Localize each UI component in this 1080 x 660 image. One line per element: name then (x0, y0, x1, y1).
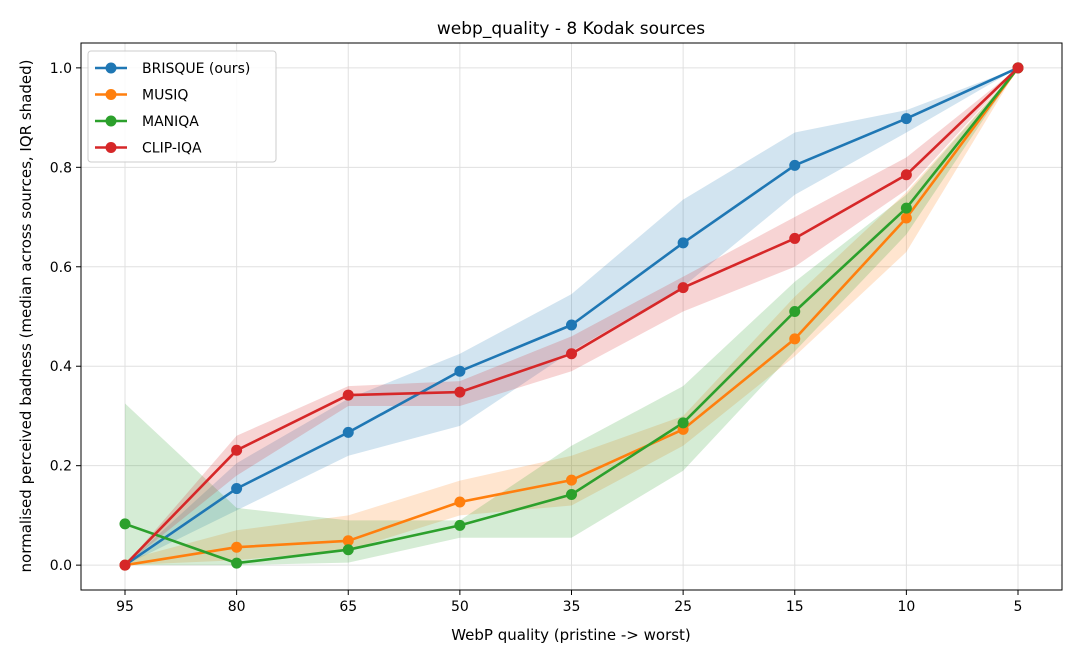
data-point-brisque-ours (677, 237, 689, 249)
y-axis: 0.0 0.2 0.4 0.6 0.8 1.0 (50, 61, 81, 574)
data-point-maniqa (900, 202, 912, 214)
data-point-clip-iqa (342, 389, 354, 401)
series-points (119, 62, 1024, 571)
legend-marker (105, 62, 117, 74)
chart-title: webp_quality - 8 Kodak sources (437, 19, 705, 39)
data-point-musiq (900, 212, 912, 224)
data-point-maniqa (231, 557, 243, 569)
data-point-musiq (342, 535, 354, 547)
x-axis: 95 80 65 50 35 25 15 10 5 (116, 590, 1022, 615)
iqr-band-musiq (125, 67, 1018, 566)
data-point-maniqa (677, 417, 689, 429)
y-tick-label: 1.0 (50, 61, 72, 77)
x-tick-label: 25 (674, 599, 692, 615)
data-point-maniqa (566, 489, 577, 501)
data-point-clip-iqa (1012, 62, 1024, 74)
legend-label: BRISQUE (ours) (142, 61, 250, 77)
iqr-band-brisque-ours (125, 67, 1018, 566)
data-point-maniqa (342, 544, 354, 556)
data-point-brisque-ours (566, 319, 577, 331)
x-tick-label: 35 (563, 599, 581, 615)
data-point-clip-iqa (566, 348, 577, 360)
legend-marker (105, 89, 117, 100)
x-tick-label: 50 (451, 599, 469, 615)
legend: BRISQUE (ours) MUSIQ MANIQA CLIP-IQA (87, 50, 277, 163)
legend-box (87, 50, 277, 163)
x-tick-label: 10 (897, 599, 915, 615)
grid (81, 43, 1062, 590)
legend-label: CLIP-IQA (142, 141, 202, 157)
data-point-clip-iqa (900, 169, 912, 181)
y-tick-label: 0.8 (50, 160, 72, 176)
data-point-maniqa (789, 306, 801, 318)
data-point-brisque-ours (789, 159, 801, 171)
data-point-maniqa (454, 519, 466, 531)
iqr-band-maniqa (125, 67, 1018, 566)
data-point-musiq (231, 541, 243, 553)
data-point-musiq (566, 474, 577, 486)
data-point-brisque-ours (900, 113, 912, 125)
iqr-bands (125, 67, 1018, 566)
x-tick-label: 15 (786, 599, 804, 615)
data-point-musiq (789, 333, 801, 345)
data-point-musiq (454, 496, 466, 508)
data-point-clip-iqa (677, 282, 689, 294)
legend-label: MUSIQ (142, 88, 188, 104)
legend-label: MANIQA (142, 114, 199, 130)
data-point-brisque-ours (342, 426, 354, 438)
y-tick-label: 0.4 (50, 359, 72, 375)
data-point-maniqa (119, 518, 131, 530)
x-tick-label: 5 (1014, 599, 1023, 615)
x-tick-label: 65 (339, 599, 357, 615)
y-axis-label: normalised perceived badness (median acr… (17, 60, 35, 573)
data-point-clip-iqa (454, 386, 466, 398)
legend-marker (105, 142, 117, 153)
y-tick-label: 0.6 (50, 260, 72, 276)
x-tick-label: 80 (228, 599, 246, 615)
y-tick-label: 0.0 (50, 558, 72, 574)
legend-marker (105, 115, 117, 127)
x-axis-label: WebP quality (pristine -> worst) (451, 626, 691, 644)
data-point-clip-iqa (231, 444, 243, 456)
data-point-clip-iqa (789, 232, 801, 244)
data-point-brisque-ours (454, 365, 466, 377)
data-point-clip-iqa (119, 559, 131, 571)
data-point-brisque-ours (231, 483, 243, 495)
x-tick-label: 95 (116, 599, 134, 615)
y-tick-label: 0.2 (50, 459, 72, 475)
